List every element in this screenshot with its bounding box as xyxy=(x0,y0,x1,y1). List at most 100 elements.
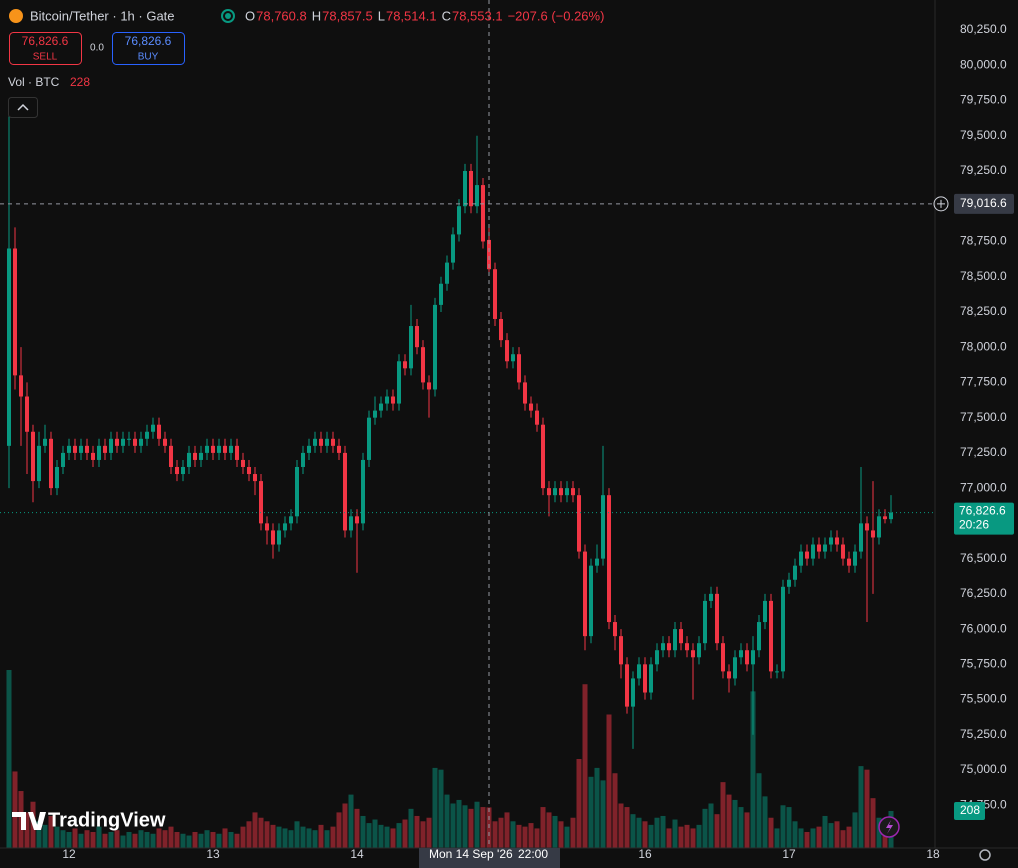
candle-body xyxy=(61,452,65,467)
candle-body xyxy=(721,643,725,672)
volume-bar xyxy=(150,833,156,848)
candle-body xyxy=(559,488,563,496)
crosshair-date: Mon 14 Sep '26 xyxy=(429,847,513,861)
candle-body xyxy=(889,512,893,520)
volume-bar xyxy=(828,823,834,848)
candle-body xyxy=(343,452,347,531)
candle-body xyxy=(655,650,659,665)
volume-bar xyxy=(600,780,606,848)
candle-body xyxy=(697,643,701,658)
volume-bar xyxy=(492,821,498,848)
volume-bar xyxy=(258,817,264,848)
y-tick-label: 78,500.0 xyxy=(960,269,1007,283)
add-alert-button[interactable] xyxy=(933,196,949,212)
candle-body xyxy=(415,326,419,348)
volume-bar xyxy=(114,830,120,848)
candle-body xyxy=(295,466,299,517)
y-tick-label: 79,500.0 xyxy=(960,128,1007,142)
volume-bar xyxy=(90,831,96,848)
symbol[interactable]: Bitcoin/Tether · 1h · Gate xyxy=(30,8,175,23)
volume-bar xyxy=(732,799,738,848)
volume-bar xyxy=(6,670,12,848)
volume-bar xyxy=(396,823,402,848)
candle-body xyxy=(397,361,401,404)
volume-bar xyxy=(408,808,414,848)
candle-body xyxy=(235,445,239,460)
candle-body xyxy=(7,248,11,446)
candle-body xyxy=(751,650,755,665)
candle-body xyxy=(139,438,143,446)
candle-body xyxy=(331,438,335,446)
volume-bar xyxy=(198,833,204,848)
volume-bar xyxy=(318,824,324,848)
volume-bar xyxy=(72,828,78,848)
candle-body xyxy=(523,382,527,404)
y-tick-label: 79,750.0 xyxy=(960,93,1007,107)
candle-body xyxy=(433,304,437,390)
candle-body xyxy=(325,438,329,446)
candle-body xyxy=(445,262,449,284)
candle-body xyxy=(361,459,365,524)
buy-button[interactable] xyxy=(112,32,185,65)
candle-body xyxy=(829,537,833,545)
candle-body xyxy=(625,664,629,707)
volume-bar xyxy=(156,828,162,848)
candle-body xyxy=(691,650,695,658)
candle-body xyxy=(283,523,287,531)
candle-body xyxy=(289,516,293,524)
candle-body xyxy=(229,445,233,453)
candle-body xyxy=(703,600,707,644)
candle-body xyxy=(367,417,371,460)
volume-bar xyxy=(618,803,624,848)
candle-body xyxy=(817,544,821,552)
candle-body xyxy=(403,361,407,369)
volume-bar xyxy=(588,776,594,848)
candle-body xyxy=(775,671,779,673)
volume-bar xyxy=(288,830,294,848)
volume-bar xyxy=(222,828,228,848)
volume-bar xyxy=(660,815,666,848)
candle-body xyxy=(793,565,797,580)
volume-bar xyxy=(168,826,174,848)
candle-body xyxy=(589,565,593,637)
candle-body xyxy=(553,488,557,496)
sell-button[interactable] xyxy=(9,32,82,65)
volume-bar xyxy=(726,794,732,848)
candle-body xyxy=(871,530,875,538)
crosshair-time-badge xyxy=(419,848,560,868)
y-tick-label: 77,500.0 xyxy=(960,410,1007,424)
candle-body xyxy=(583,551,587,637)
y-tick-label: 78,750.0 xyxy=(960,234,1007,248)
volume-bar xyxy=(792,821,798,848)
volume-bar xyxy=(522,826,528,848)
candle-body xyxy=(865,523,869,531)
volume-bar xyxy=(372,819,378,848)
settings-button[interactable] xyxy=(979,849,991,861)
candle-body xyxy=(187,452,191,467)
candle-body xyxy=(175,466,179,475)
collapse-button[interactable] xyxy=(8,97,38,118)
candle-body xyxy=(103,445,107,453)
volume-bar xyxy=(234,833,240,848)
candle-body xyxy=(499,318,503,341)
volume-bar xyxy=(864,769,870,848)
volume-bar xyxy=(216,833,222,848)
candle-body xyxy=(481,185,485,242)
volume-bar xyxy=(354,808,360,848)
candle-body xyxy=(823,544,827,552)
candle-body xyxy=(607,495,611,623)
candle-body xyxy=(535,410,539,425)
volume-legend: Vol · BTC xyxy=(8,75,60,89)
candle-body xyxy=(163,438,167,446)
volume-bar xyxy=(606,714,612,848)
candle-body xyxy=(511,354,515,362)
y-tick-label: 75,000.0 xyxy=(960,762,1007,776)
candle-body xyxy=(37,445,41,482)
ohlc-key: C xyxy=(442,8,451,23)
volume-bar xyxy=(66,831,72,848)
candle-body xyxy=(811,544,815,559)
candle-body xyxy=(805,551,809,559)
candle-body xyxy=(601,495,605,559)
volume-legend-value: 228 xyxy=(70,75,90,89)
candle-body xyxy=(199,452,203,460)
